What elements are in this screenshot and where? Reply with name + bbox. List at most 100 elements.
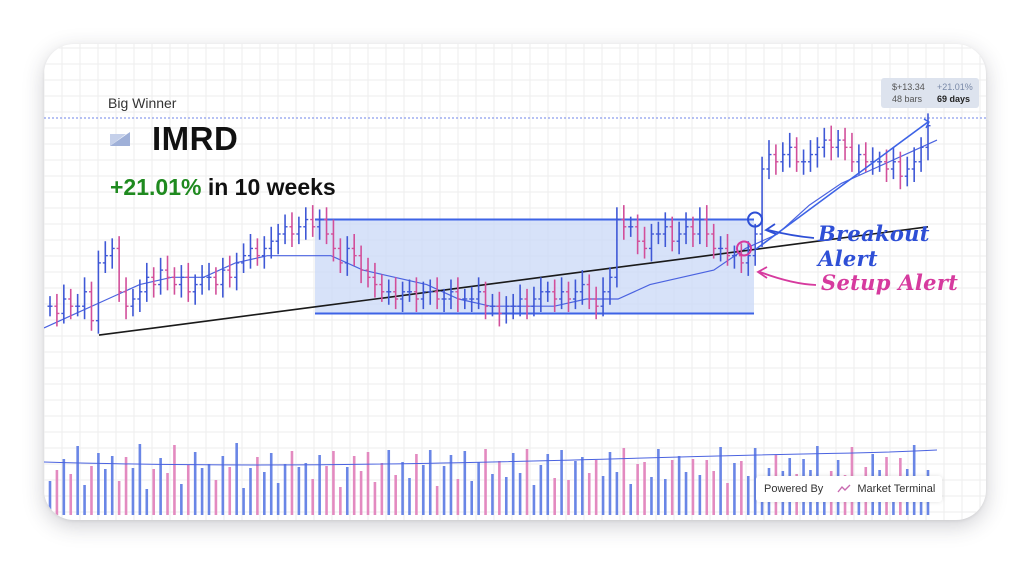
bar-count: 48 bars bbox=[892, 94, 923, 104]
volume-bar bbox=[615, 472, 619, 515]
volume-bar bbox=[629, 484, 633, 515]
volume-bar bbox=[394, 475, 397, 515]
volume-bar bbox=[594, 460, 598, 515]
volume-bar bbox=[290, 451, 294, 515]
volume-bar bbox=[643, 462, 646, 515]
volume-bar bbox=[753, 448, 757, 515]
volume-bar bbox=[117, 481, 121, 515]
volume-bar bbox=[415, 454, 418, 515]
volume-bar bbox=[401, 462, 404, 515]
volume-bar bbox=[186, 465, 190, 515]
volume-bar bbox=[746, 476, 750, 515]
volume-bar bbox=[110, 456, 114, 515]
volume-bar bbox=[470, 481, 474, 515]
volume-bar bbox=[518, 473, 522, 515]
volume-bar bbox=[76, 446, 79, 515]
volume-bar bbox=[622, 448, 626, 515]
volume-bar bbox=[456, 479, 460, 515]
volume-bar bbox=[214, 480, 218, 515]
volume-bar bbox=[48, 481, 52, 515]
volume-bar bbox=[463, 451, 467, 515]
volume-average-line bbox=[44, 449, 938, 466]
volume-bar bbox=[705, 460, 709, 515]
powered-by-badge[interactable]: Powered By Market Terminal bbox=[756, 476, 942, 502]
volume-bar bbox=[166, 473, 169, 515]
ticker-symbol: IMRD bbox=[152, 120, 239, 157]
volume-bar bbox=[380, 463, 384, 515]
volume-bar bbox=[297, 467, 301, 515]
volume-bar bbox=[221, 456, 225, 515]
price-change: $+13.34 bbox=[892, 82, 925, 92]
volume-bar bbox=[560, 450, 563, 515]
volume-bar bbox=[263, 472, 266, 515]
volume-bar bbox=[152, 469, 156, 515]
percent-change: +21.01% bbox=[937, 82, 973, 92]
volume-bar bbox=[131, 468, 135, 515]
volume-bar bbox=[228, 467, 232, 515]
volume-bar bbox=[608, 452, 612, 515]
volume-bar bbox=[449, 455, 453, 515]
volume-bar bbox=[193, 452, 197, 515]
volume-bar bbox=[435, 486, 439, 515]
market-terminal-icon bbox=[837, 484, 851, 493]
trend-channel-line bbox=[755, 121, 929, 250]
volume-bar bbox=[574, 461, 577, 515]
volume-bar bbox=[339, 487, 342, 515]
gain-period: in 10 weeks bbox=[201, 174, 336, 200]
volume-bar bbox=[532, 485, 536, 515]
setup-arrow bbox=[759, 271, 817, 286]
volume-bar bbox=[325, 466, 328, 515]
volume-bar bbox=[283, 464, 287, 515]
volume-bar bbox=[242, 488, 245, 515]
day-count: 69 days bbox=[937, 94, 971, 104]
volume-bar bbox=[422, 465, 425, 515]
breakout-arrow-head-icon bbox=[764, 223, 777, 235]
setup-marker bbox=[736, 240, 752, 257]
gain-percent: +21.01% bbox=[110, 174, 202, 200]
volume-bar bbox=[97, 453, 100, 515]
volume-bar bbox=[691, 459, 695, 515]
setup-arrow-head-icon bbox=[756, 266, 768, 279]
volume-bar bbox=[256, 457, 259, 515]
price-chart bbox=[44, 44, 986, 520]
volume-bar bbox=[69, 474, 73, 515]
volume-bar bbox=[180, 484, 183, 515]
volume-bar bbox=[359, 471, 363, 515]
volume-bar bbox=[387, 450, 391, 515]
volume-bar bbox=[269, 453, 273, 515]
volume-bar bbox=[124, 457, 128, 515]
ticker-row: IMRD bbox=[110, 120, 238, 158]
volume-bar bbox=[90, 466, 93, 515]
volume-bar bbox=[601, 476, 605, 515]
volume-bar bbox=[684, 472, 688, 515]
breakout-alert-label: Breakout Alert bbox=[818, 221, 930, 271]
volume-bar bbox=[477, 462, 480, 515]
chart-card: Big Winner IMRD +21.01% in 10 weeks $+13… bbox=[44, 44, 986, 520]
company-logo-icon bbox=[110, 132, 130, 146]
volume-bar bbox=[276, 483, 280, 515]
chart-subtitle: Big Winner bbox=[108, 95, 177, 111]
volume-bar bbox=[498, 461, 501, 515]
volume-bar bbox=[581, 457, 584, 515]
measure-arrow-icon bbox=[923, 118, 930, 129]
volume-bar bbox=[525, 449, 529, 515]
volume-bar bbox=[636, 464, 639, 515]
volume-bar bbox=[546, 454, 550, 515]
volume-bar bbox=[62, 459, 66, 515]
volume-bar bbox=[442, 466, 446, 515]
volume-bar bbox=[511, 453, 515, 515]
breakout-arrow bbox=[767, 229, 815, 239]
setup-alert-label: Setup Alert bbox=[821, 270, 959, 295]
volume-bar bbox=[145, 489, 149, 515]
volume-bar bbox=[740, 461, 743, 515]
volume-bar bbox=[159, 458, 162, 515]
volume-bar bbox=[408, 478, 411, 515]
volume-bar bbox=[539, 465, 543, 515]
volume-bar bbox=[200, 468, 204, 515]
volume-bar bbox=[719, 447, 722, 515]
volume-bar bbox=[311, 479, 315, 515]
volume-bar bbox=[491, 474, 494, 515]
volume-bar bbox=[318, 455, 321, 515]
volume-bar bbox=[332, 451, 335, 515]
volume-bar bbox=[345, 467, 349, 515]
